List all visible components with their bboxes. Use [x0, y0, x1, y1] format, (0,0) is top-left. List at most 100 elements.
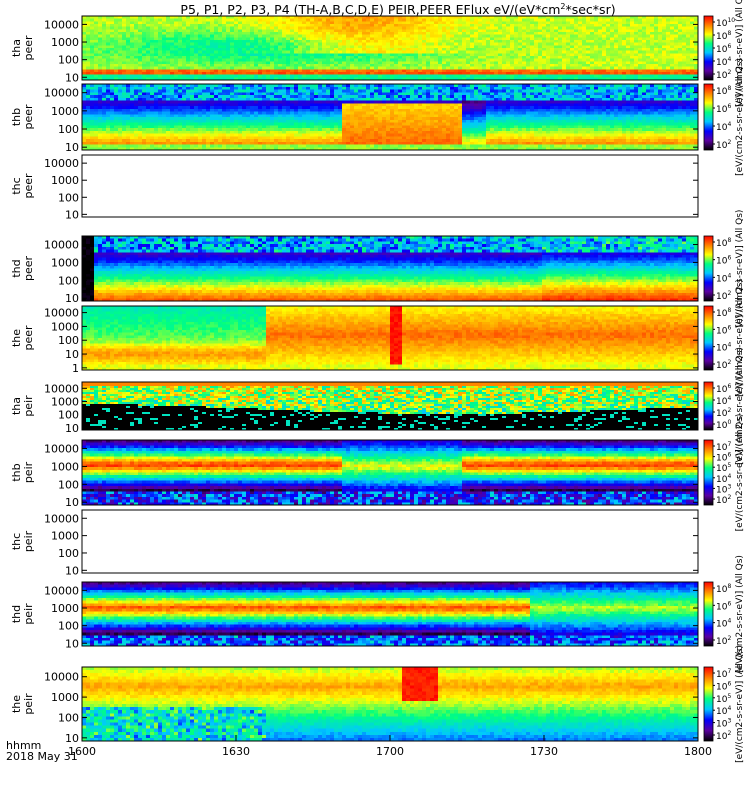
colorbar-tick-label: 100 — [716, 419, 731, 431]
spectrogram-the-peir — [82, 667, 698, 741]
colorbar-tick-label: 102 — [716, 635, 731, 647]
y-tick-label: 10000 — [44, 307, 79, 320]
y-tick-label: 10 — [65, 208, 79, 221]
y-tick-label: 10 — [65, 141, 79, 154]
panel-label: thd peer — [10, 256, 35, 282]
colorbar-tick-label: 106 — [716, 324, 731, 336]
colorbar-tick-label: 104 — [716, 705, 731, 717]
colorbar — [703, 381, 714, 431]
colorbar-tick-label: 106 — [716, 680, 731, 692]
colorbar-label: [eV/(cm2-s-sr-eV)] (All Qs) — [735, 555, 745, 673]
y-tick-label: 10000 — [44, 382, 79, 395]
colorbar-label: [eV/(cm2-s-sr-eV)] (All Qs) — [735, 645, 745, 763]
y-tick-label: 100 — [58, 191, 79, 204]
colorbar — [703, 83, 714, 151]
y-tick-label: 10 — [65, 292, 79, 305]
instrument-label: peer — [22, 325, 35, 351]
y-tick-label: 10 — [65, 732, 79, 745]
colorbar-units: [eV/(cm2-s-sr-eV)] (All Qs) — [735, 555, 745, 673]
y-tick-label: 1000 — [51, 460, 79, 473]
y-tick-label: 1 — [72, 362, 79, 375]
colorbar-tick-label: 103 — [716, 483, 731, 495]
instrument-label: peir — [22, 603, 35, 625]
panel-thc-peir: 10000 1000 100 10 thc peir — [10, 509, 699, 577]
title-tail: *sec*sr) — [565, 2, 615, 17]
spectrogram-the-peer — [82, 306, 698, 370]
y-tick-label: 100 — [58, 478, 79, 491]
y-tick-label: 10000 — [44, 671, 79, 684]
colorbar-units: [eV/(cm2-s-sr-eV)] (All Qs) — [735, 210, 745, 328]
y-tick-label: 1000 — [51, 256, 79, 269]
y-tick-label: 10000 — [44, 18, 79, 31]
instrument-label: peer — [22, 256, 35, 282]
y-tick-label: 1000 — [51, 105, 79, 118]
colorbar-label: [eV/(cm2-s-sr-eV)] (All Qs) — [735, 0, 745, 107]
date-label: 2018 May 31 — [6, 750, 78, 763]
colorbar-tick-label: 102 — [716, 69, 731, 81]
y-tick-label: 10 — [65, 564, 79, 577]
colorbar-tick-label: 102 — [716, 730, 731, 742]
spectrogram-thb-peir — [82, 440, 698, 505]
x-tick-label: 1730 — [530, 745, 558, 758]
y-tick-label: 10 — [65, 422, 79, 435]
colorbar-tick-label: 107 — [716, 668, 731, 680]
spectrogram-thd-peir — [82, 582, 698, 646]
panel-label: the peir — [10, 693, 35, 715]
spectrogram-tha-peer — [82, 16, 698, 80]
probe-label: thc — [10, 177, 23, 194]
y-tick-label: 10 — [65, 71, 79, 84]
probe-label: thb — [10, 463, 23, 481]
panel-frame — [81, 154, 699, 218]
x-tick-label: 1600 — [68, 745, 96, 758]
probe-label: the — [10, 695, 23, 713]
y-tick-label: 100 — [58, 274, 79, 287]
panel-label: thc peir — [10, 530, 35, 552]
colorbar-label: [eV/(cm2-s-sr-eV)] (All Qs) — [735, 347, 745, 465]
y-tick-label: 100 — [58, 123, 79, 136]
colorbar-units: [eV/(cm2-s-sr-eV)] (All Qs) — [735, 0, 745, 107]
panel-label: tha peir — [10, 395, 35, 417]
panel-frame — [81, 509, 699, 574]
figure-title: P5, P1, P2, P3, P4 (TH-A,B,C,D,E) PEIR,P… — [180, 2, 615, 17]
colorbar-tick-label: 106 — [716, 255, 731, 267]
colorbar-units: [eV/(cm2-s-sr-eV)] (All Qs) — [735, 58, 745, 176]
colorbar — [703, 235, 714, 302]
colorbar-tick-label: 102 — [716, 139, 731, 151]
y-tick-label: 10 — [65, 496, 79, 509]
colorbar — [703, 439, 714, 506]
instrument-label: peir — [22, 461, 35, 483]
colorbar-tick-label: 104 — [716, 618, 731, 630]
y-tick-label: 100 — [58, 334, 79, 347]
colorbar — [703, 15, 714, 81]
panel-frame — [81, 581, 699, 647]
probe-label: thc — [10, 533, 23, 550]
spectrogram-tha-peir — [82, 382, 698, 430]
y-tick-label: 100 — [58, 547, 79, 560]
colorbar-tick-label: 108 — [716, 237, 731, 249]
probe-label: thb — [10, 108, 23, 126]
y-tick-label: 10000 — [44, 584, 79, 597]
colorbar-tick-label: 104 — [716, 272, 731, 284]
spectrogram-thd-peer — [82, 236, 698, 301]
panel-frame — [81, 83, 699, 151]
colorbar-tick-label: 108 — [716, 85, 731, 97]
colorbar-tick-label: 102 — [716, 359, 731, 371]
colorbar-tick-label: 104 — [716, 342, 731, 354]
y-tick-label: 100 — [58, 711, 79, 724]
colorbar-tick-label: 102 — [716, 290, 731, 302]
colorbar-tick-label: 103 — [716, 718, 731, 730]
y-tick-label: 1000 — [51, 36, 79, 49]
colorbar-label: [eV/(cm2-s-sr-eV)] (All Qs) — [735, 414, 745, 532]
colorbar-tick-label: 105 — [716, 693, 731, 705]
panel-frame — [81, 235, 699, 302]
panel-frame — [81, 15, 699, 81]
instrument-label: peer — [22, 173, 35, 199]
colorbar-tick-label: 106 — [716, 600, 731, 612]
colorbar — [703, 305, 714, 371]
colorbar-tick-label: 102 — [716, 407, 731, 419]
